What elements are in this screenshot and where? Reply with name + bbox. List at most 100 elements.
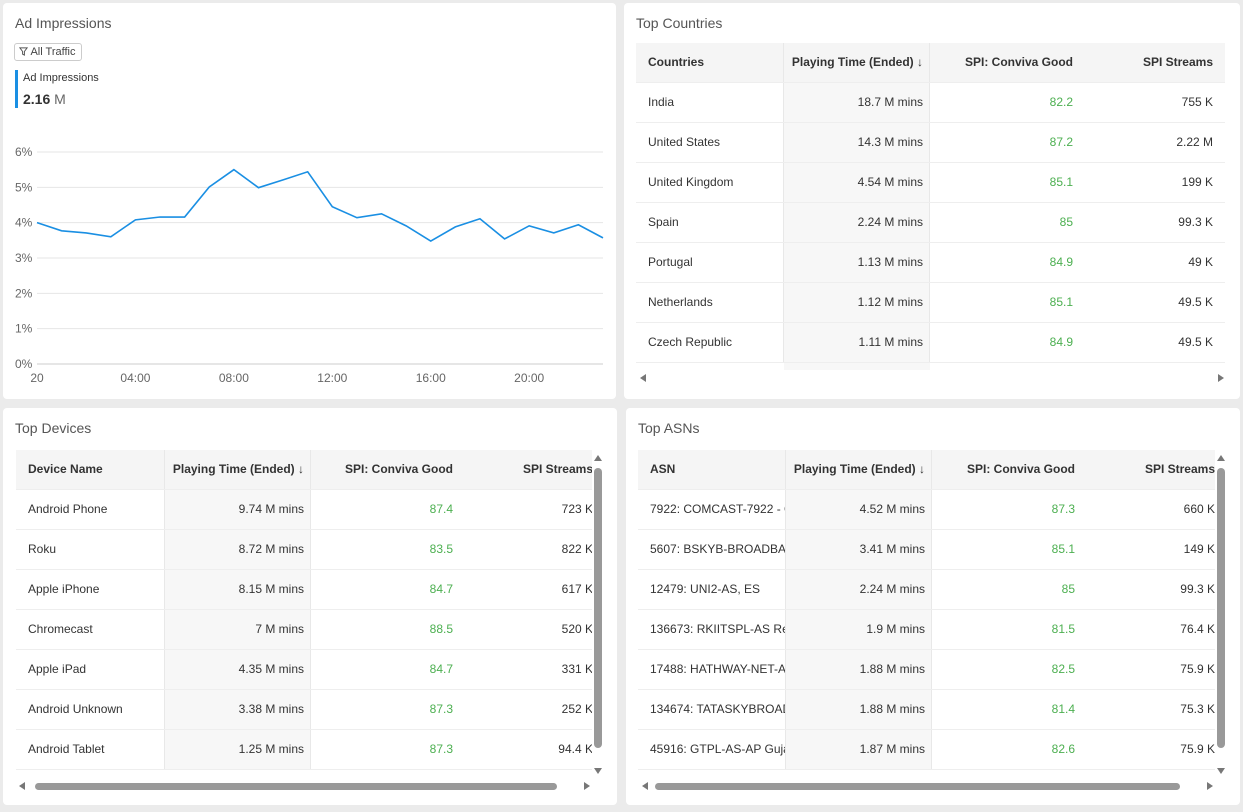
table-cell: 83.5 <box>429 542 453 556</box>
column-header[interactable]: Playing Time (Ended) ↓ <box>786 450 932 489</box>
top-devices-panel: Top Devices Device Name Playing Time (End… <box>3 408 617 805</box>
metric-bar <box>15 70 18 108</box>
table-row: United States 14.3 M mins 87.2 2.22 M <box>636 123 1225 163</box>
table-cell: Netherlands <box>636 283 784 322</box>
scroll-right[interactable] <box>1218 374 1224 382</box>
table-cell: 75.9 K <box>1180 742 1215 756</box>
table-cell: 1.13 M mins <box>784 243 930 282</box>
scroll-left[interactable] <box>19 782 25 790</box>
table: Device Name Playing Time (Ended) ↓ SPI: Co… <box>16 450 592 770</box>
column-header[interactable]: Playing Time (Ended) ↓ <box>784 43 930 82</box>
table-cell: 81.5 <box>1051 622 1075 636</box>
scroll-thumb[interactable] <box>655 783 1180 790</box>
table-row: 17488: HATHWAY-NET-A... 1.88 M mins 82.5 75… <box>638 650 1215 690</box>
x-tick-label: 12:00 <box>317 371 347 385</box>
column-header[interactable]: SPI Streams <box>1142 55 1213 69</box>
x-tick-label: 04:00 <box>120 371 150 385</box>
table-cell: 4.35 M mins <box>165 650 311 689</box>
y-tick-label: 0% <box>15 357 33 371</box>
table-cell: 2.24 M mins <box>786 570 932 609</box>
table-cell: 7 M mins <box>165 610 311 649</box>
table-row: Android Tablet 1.25 M mins 87.3 94.4 K <box>16 730 592 770</box>
panel-title: Top Countries <box>636 15 723 31</box>
table-cell: 18.7 M mins <box>784 83 930 122</box>
metric: 2.16 M <box>23 91 66 107</box>
table: Countries Playing Time (Ended) ↓ SPI: Conv… <box>636 43 1225 370</box>
column-header[interactable]: Countries <box>636 43 784 82</box>
table-cell: 4.52 M mins <box>786 490 932 529</box>
table-cell: 1.88 M mins <box>786 650 932 689</box>
horizontal-scrollbar <box>640 374 1224 382</box>
table-cell: 199 K <box>1181 175 1213 189</box>
table-cell: 99.3 K <box>1178 215 1213 229</box>
scroll-thumb[interactable] <box>35 783 557 790</box>
filter-button[interactable]: All Traffic <box>14 43 83 61</box>
column-header[interactable]: SPI Streams <box>1144 462 1215 476</box>
table-cell: 49.5 K <box>1178 295 1213 309</box>
table-row: Portugal 1.13 M mins 84.9 49 K <box>636 243 1225 283</box>
panel-title: Top Devices <box>15 420 92 436</box>
column-header[interactable]: ASN <box>638 450 786 489</box>
table-cell: Apple iPad <box>16 650 165 689</box>
panel-title: Ad Impressions <box>15 15 112 31</box>
table-cell: 136673: RKIITSPL-AS Red... <box>638 610 786 649</box>
table-cell: 2.24 M mins <box>784 203 930 242</box>
scroll-down[interactable] <box>1217 768 1225 774</box>
column-header[interactable]: Device Name <box>16 450 165 489</box>
column-header[interactable]: SPI: Conviva Good <box>966 462 1075 476</box>
table-cell: 134674: TATASKYBROAD... <box>638 690 786 729</box>
table-cell: 9.74 M mins <box>165 490 311 529</box>
scroll-up[interactable] <box>1217 455 1225 461</box>
scroll-up[interactable] <box>594 455 602 461</box>
table-cell: 85.1 <box>1051 542 1075 556</box>
table-cell: 1.11 M mins <box>784 323 930 362</box>
metric-unit: M <box>54 91 66 107</box>
header-row: ASN Playing Time (Ended) ↓ SPI: Conviva Go… <box>638 450 1215 490</box>
scroll-thumb[interactable] <box>594 468 602 748</box>
scroll-right[interactable] <box>584 782 590 790</box>
table-cell: United Kingdom <box>636 163 784 202</box>
table-cell: 17488: HATHWAY-NET-A... <box>638 650 786 689</box>
table-cell: 75.3 K <box>1180 702 1215 716</box>
table-cell: 99.3 K <box>1180 582 1215 596</box>
table-cell: 85.1 <box>1049 295 1073 309</box>
scroll-down[interactable] <box>594 768 602 774</box>
table-row: 134674: TATASKYBROAD...1.88 M mins 81.4 75… <box>638 690 1215 730</box>
table-cell: 82.5 <box>1051 662 1075 676</box>
table-cell: Apple iPhone <box>16 570 165 609</box>
table-row: United Kingdom 4.54 M mins 85.1 199 K <box>636 163 1225 203</box>
metric-value: 2.16 <box>23 91 51 107</box>
table-row: 12479: UNI2-AS, ES 2.24 M mins 85 99.3 K <box>638 570 1215 610</box>
x-tick-label: 16:00 <box>416 371 446 385</box>
column-header[interactable]: Playing Time (Ended) ↓ <box>165 450 311 489</box>
table-cell: Android Phone <box>16 490 165 529</box>
x-tick-label: 20:00 <box>514 371 544 385</box>
table-cell: Roku <box>16 530 165 569</box>
table-cell: 82.2 <box>1049 95 1073 109</box>
column-header[interactable]: SPI Streams <box>522 462 592 476</box>
scroll-thumb[interactable] <box>1217 468 1225 748</box>
table-cell: 660 K <box>1183 502 1215 516</box>
scroll-right[interactable] <box>1207 782 1213 790</box>
y-tick-label: 2% <box>15 286 33 300</box>
y-tick-label: 3% <box>15 251 33 265</box>
table-cell: 81.4 <box>1051 702 1075 716</box>
column-shade <box>786 450 932 770</box>
column-header[interactable]: SPI: Conviva Good <box>964 55 1073 69</box>
metric-label: Ad Impressions <box>23 72 99 84</box>
table-cell: Android Tablet <box>16 730 165 769</box>
table-cell: 87.3 <box>429 702 453 716</box>
column-shade <box>784 43 930 370</box>
column-header[interactable]: SPI: Conviva Good <box>344 462 453 476</box>
table-row: Chromecast 7 M mins 88.5 520 K <box>16 610 592 650</box>
filter-icon <box>18 47 29 56</box>
table-cell: 87.4 <box>429 502 453 516</box>
table-cell: Chromecast <box>16 610 165 649</box>
table-cell: 723 K <box>561 502 592 516</box>
table-row: India 18.7 M mins 82.2 755 K <box>636 83 1225 123</box>
vertical-scrollbar <box>1217 455 1225 774</box>
table-cell: 520 K <box>561 622 592 636</box>
scroll-left[interactable] <box>640 374 646 382</box>
scroll-left[interactable] <box>642 782 648 790</box>
y-tick-label: 6% <box>15 145 33 159</box>
